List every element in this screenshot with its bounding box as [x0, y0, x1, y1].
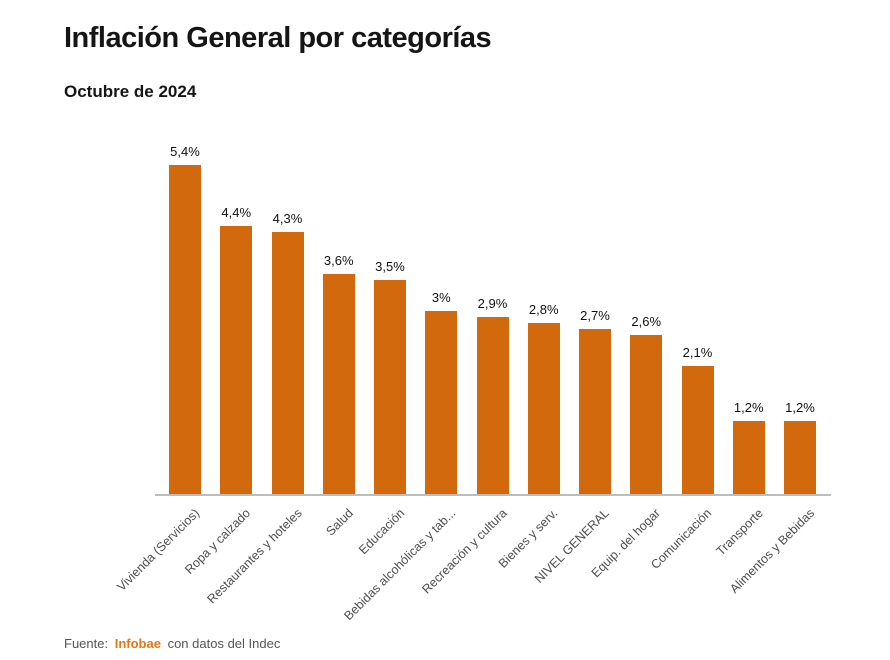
bar-value-label: 1,2%	[785, 400, 815, 415]
bar-value-label: 2,9%	[477, 296, 508, 311]
source-prefix: Fuente:	[64, 636, 109, 651]
source-brand-link[interactable]: Infobae	[114, 636, 161, 651]
x-axis-label: Educación	[355, 506, 407, 558]
bar-value-label: 2,8%	[528, 302, 559, 317]
bar	[220, 226, 253, 494]
bar	[476, 317, 509, 494]
x-axis-label: Vivienda (Servicios)	[114, 506, 202, 594]
bar-value-label: 4,3%	[272, 211, 303, 226]
chart-title: Inflación General por categorías	[64, 22, 492, 54]
x-axis-label: Recreación y cultura	[418, 506, 510, 597]
bar-value-label: 4,4%	[221, 205, 252, 220]
bar	[374, 280, 406, 494]
bar	[784, 421, 816, 494]
x-axis-label: Transporte	[713, 506, 766, 559]
bar	[579, 329, 611, 494]
bar	[527, 323, 560, 494]
bar-value-label: 1,2%	[733, 400, 764, 415]
bar	[425, 311, 458, 494]
x-axis-label: Salud	[323, 506, 356, 539]
source-note: Fuente: Infobae con datos del Indec	[64, 636, 283, 651]
bar-value-label: 3,6%	[323, 253, 354, 268]
bar	[681, 366, 714, 494]
x-axis-label: Alimentos y Bebidas	[726, 506, 817, 596]
bar	[630, 335, 663, 494]
bar	[732, 421, 765, 494]
source-suffix: con datos del Indec	[167, 636, 281, 651]
bar	[271, 232, 304, 494]
bar-value-label: 2,1%	[682, 345, 713, 360]
x-axis-label: Restaurantes y hoteles	[204, 506, 305, 607]
bar	[322, 274, 355, 494]
bar-value-label: 3%	[431, 290, 451, 305]
bar-value-label: 3,5%	[375, 259, 405, 274]
bar-value-label: 5,4%	[170, 144, 200, 159]
bar-value-label: 2,7%	[580, 308, 610, 323]
bar	[169, 165, 201, 494]
bar-value-label: 2,6%	[631, 314, 662, 329]
chart-subtitle: Octubre de 2024	[64, 82, 197, 101]
x-axis-line	[155, 494, 831, 496]
